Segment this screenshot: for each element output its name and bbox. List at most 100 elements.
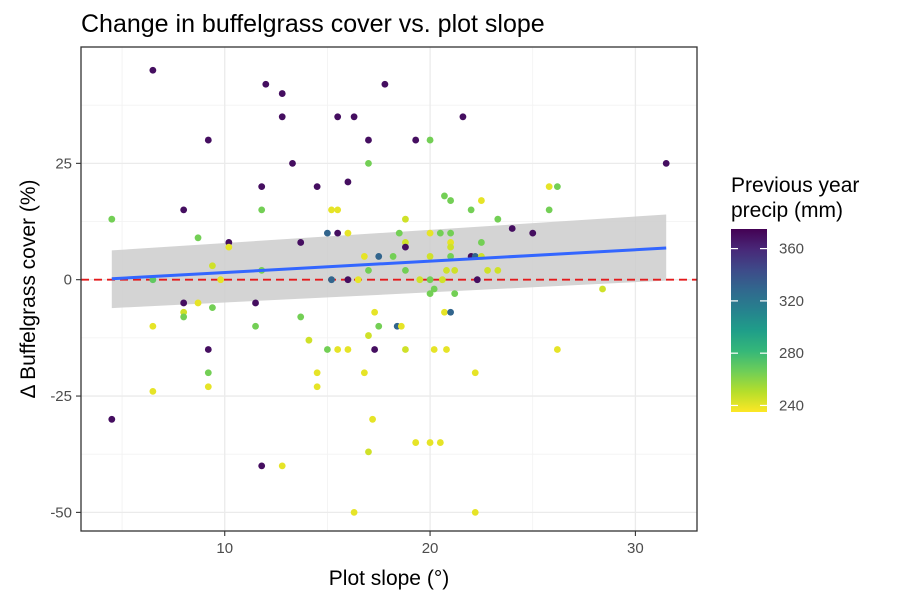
data-point: [180, 308, 188, 316]
data-point: [397, 322, 405, 330]
data-point: [149, 322, 157, 330]
data-point: [412, 136, 420, 144]
data-point: [344, 276, 352, 284]
data-point: [375, 322, 383, 330]
data-point: [344, 346, 352, 353]
data-point: [180, 299, 188, 307]
data-point: [447, 229, 454, 237]
data-point: [508, 225, 516, 232]
data-point: [371, 308, 379, 316]
data-point: [278, 462, 286, 470]
data-point: [149, 387, 157, 395]
data-point: [662, 159, 670, 167]
data-point: [447, 243, 454, 251]
data-point: [467, 206, 475, 214]
data-point: [204, 346, 212, 353]
data-point: [313, 369, 321, 377]
data-point: [389, 253, 397, 260]
color-legend: Previous year precip (mm) 240 280 320 360: [731, 174, 859, 414]
data-point: [225, 239, 233, 246]
data-point: [371, 346, 379, 353]
data-point: [334, 113, 342, 121]
data-point: [381, 80, 389, 88]
x-tick-label: 30: [627, 540, 644, 557]
legend-tick-label: 240: [779, 397, 804, 414]
data-point: [478, 197, 485, 204]
data-point: [262, 80, 270, 88]
data-point: [360, 253, 368, 260]
data-point: [252, 299, 259, 307]
confidence-band: [111, 214, 667, 309]
trend-line: [111, 246, 667, 281]
data-point: [402, 346, 409, 353]
data-point: [426, 229, 434, 237]
data-point: [297, 313, 305, 321]
data-point: [441, 308, 448, 316]
data-point: [324, 229, 331, 237]
data-point: [180, 206, 188, 214]
data-point: [412, 439, 420, 446]
legend-ticks: 240 280 320 360: [731, 241, 804, 414]
data-point: [354, 276, 362, 284]
data-point: [451, 290, 459, 298]
data-point: [365, 332, 372, 339]
data-point: [402, 243, 409, 251]
x-tick-label: 20: [422, 540, 439, 557]
data-point: [430, 346, 438, 353]
legend-title-line-2: precip (mm): [731, 199, 843, 222]
y-axis-ticks: -50 -25 0 25: [50, 155, 81, 521]
data-point: [108, 215, 116, 223]
legend-tick-label: 320: [779, 293, 804, 310]
data-point: [436, 229, 444, 237]
data-point: [258, 183, 266, 191]
data-point: [149, 66, 157, 74]
data-point: [297, 239, 305, 246]
data-point: [108, 415, 116, 423]
legend-tick-label: 280: [779, 345, 804, 362]
data-point: [225, 243, 233, 251]
data-point: [473, 276, 481, 284]
data-point: [365, 136, 372, 144]
data-point: [478, 239, 485, 246]
data-point: [360, 369, 368, 377]
data-point: [402, 215, 409, 223]
y-axis-label: Δ Buffelgrass cover (%): [17, 179, 40, 398]
y-tick-label: -25: [50, 388, 72, 405]
data-point: [471, 369, 479, 377]
data-point: [350, 113, 358, 121]
legend-tick-label: 360: [779, 241, 804, 258]
x-axis-label: Plot slope (°): [329, 567, 449, 590]
data-point: [313, 183, 321, 191]
data-point: [451, 266, 459, 274]
data-point: [209, 262, 216, 270]
data-point: [328, 276, 335, 284]
data-point: [365, 266, 372, 274]
data-point: [599, 285, 606, 293]
data-point: [459, 113, 467, 121]
data-point: [204, 369, 212, 377]
x-tick-label: 10: [216, 540, 233, 557]
data-point: [402, 266, 409, 274]
data-point: [494, 215, 502, 223]
data-point: [180, 313, 188, 321]
data-point: [313, 383, 321, 391]
data-point: [328, 206, 335, 214]
data-point: [484, 266, 491, 274]
data-point: [204, 383, 212, 391]
data-point: [447, 308, 454, 316]
data-point: [334, 346, 342, 353]
y-tick-label: 0: [64, 272, 72, 289]
data-point: [471, 508, 479, 516]
data-point: [402, 239, 409, 246]
data-point: [365, 159, 372, 167]
data-point: [334, 229, 342, 237]
data-point: [258, 206, 266, 214]
data-point: [217, 276, 225, 284]
data-point: [553, 346, 561, 353]
legend-colorbar: [731, 229, 767, 412]
data-point: [426, 276, 434, 284]
data-point: [441, 192, 448, 200]
x-axis-ticks: 10 20 30: [216, 531, 644, 557]
